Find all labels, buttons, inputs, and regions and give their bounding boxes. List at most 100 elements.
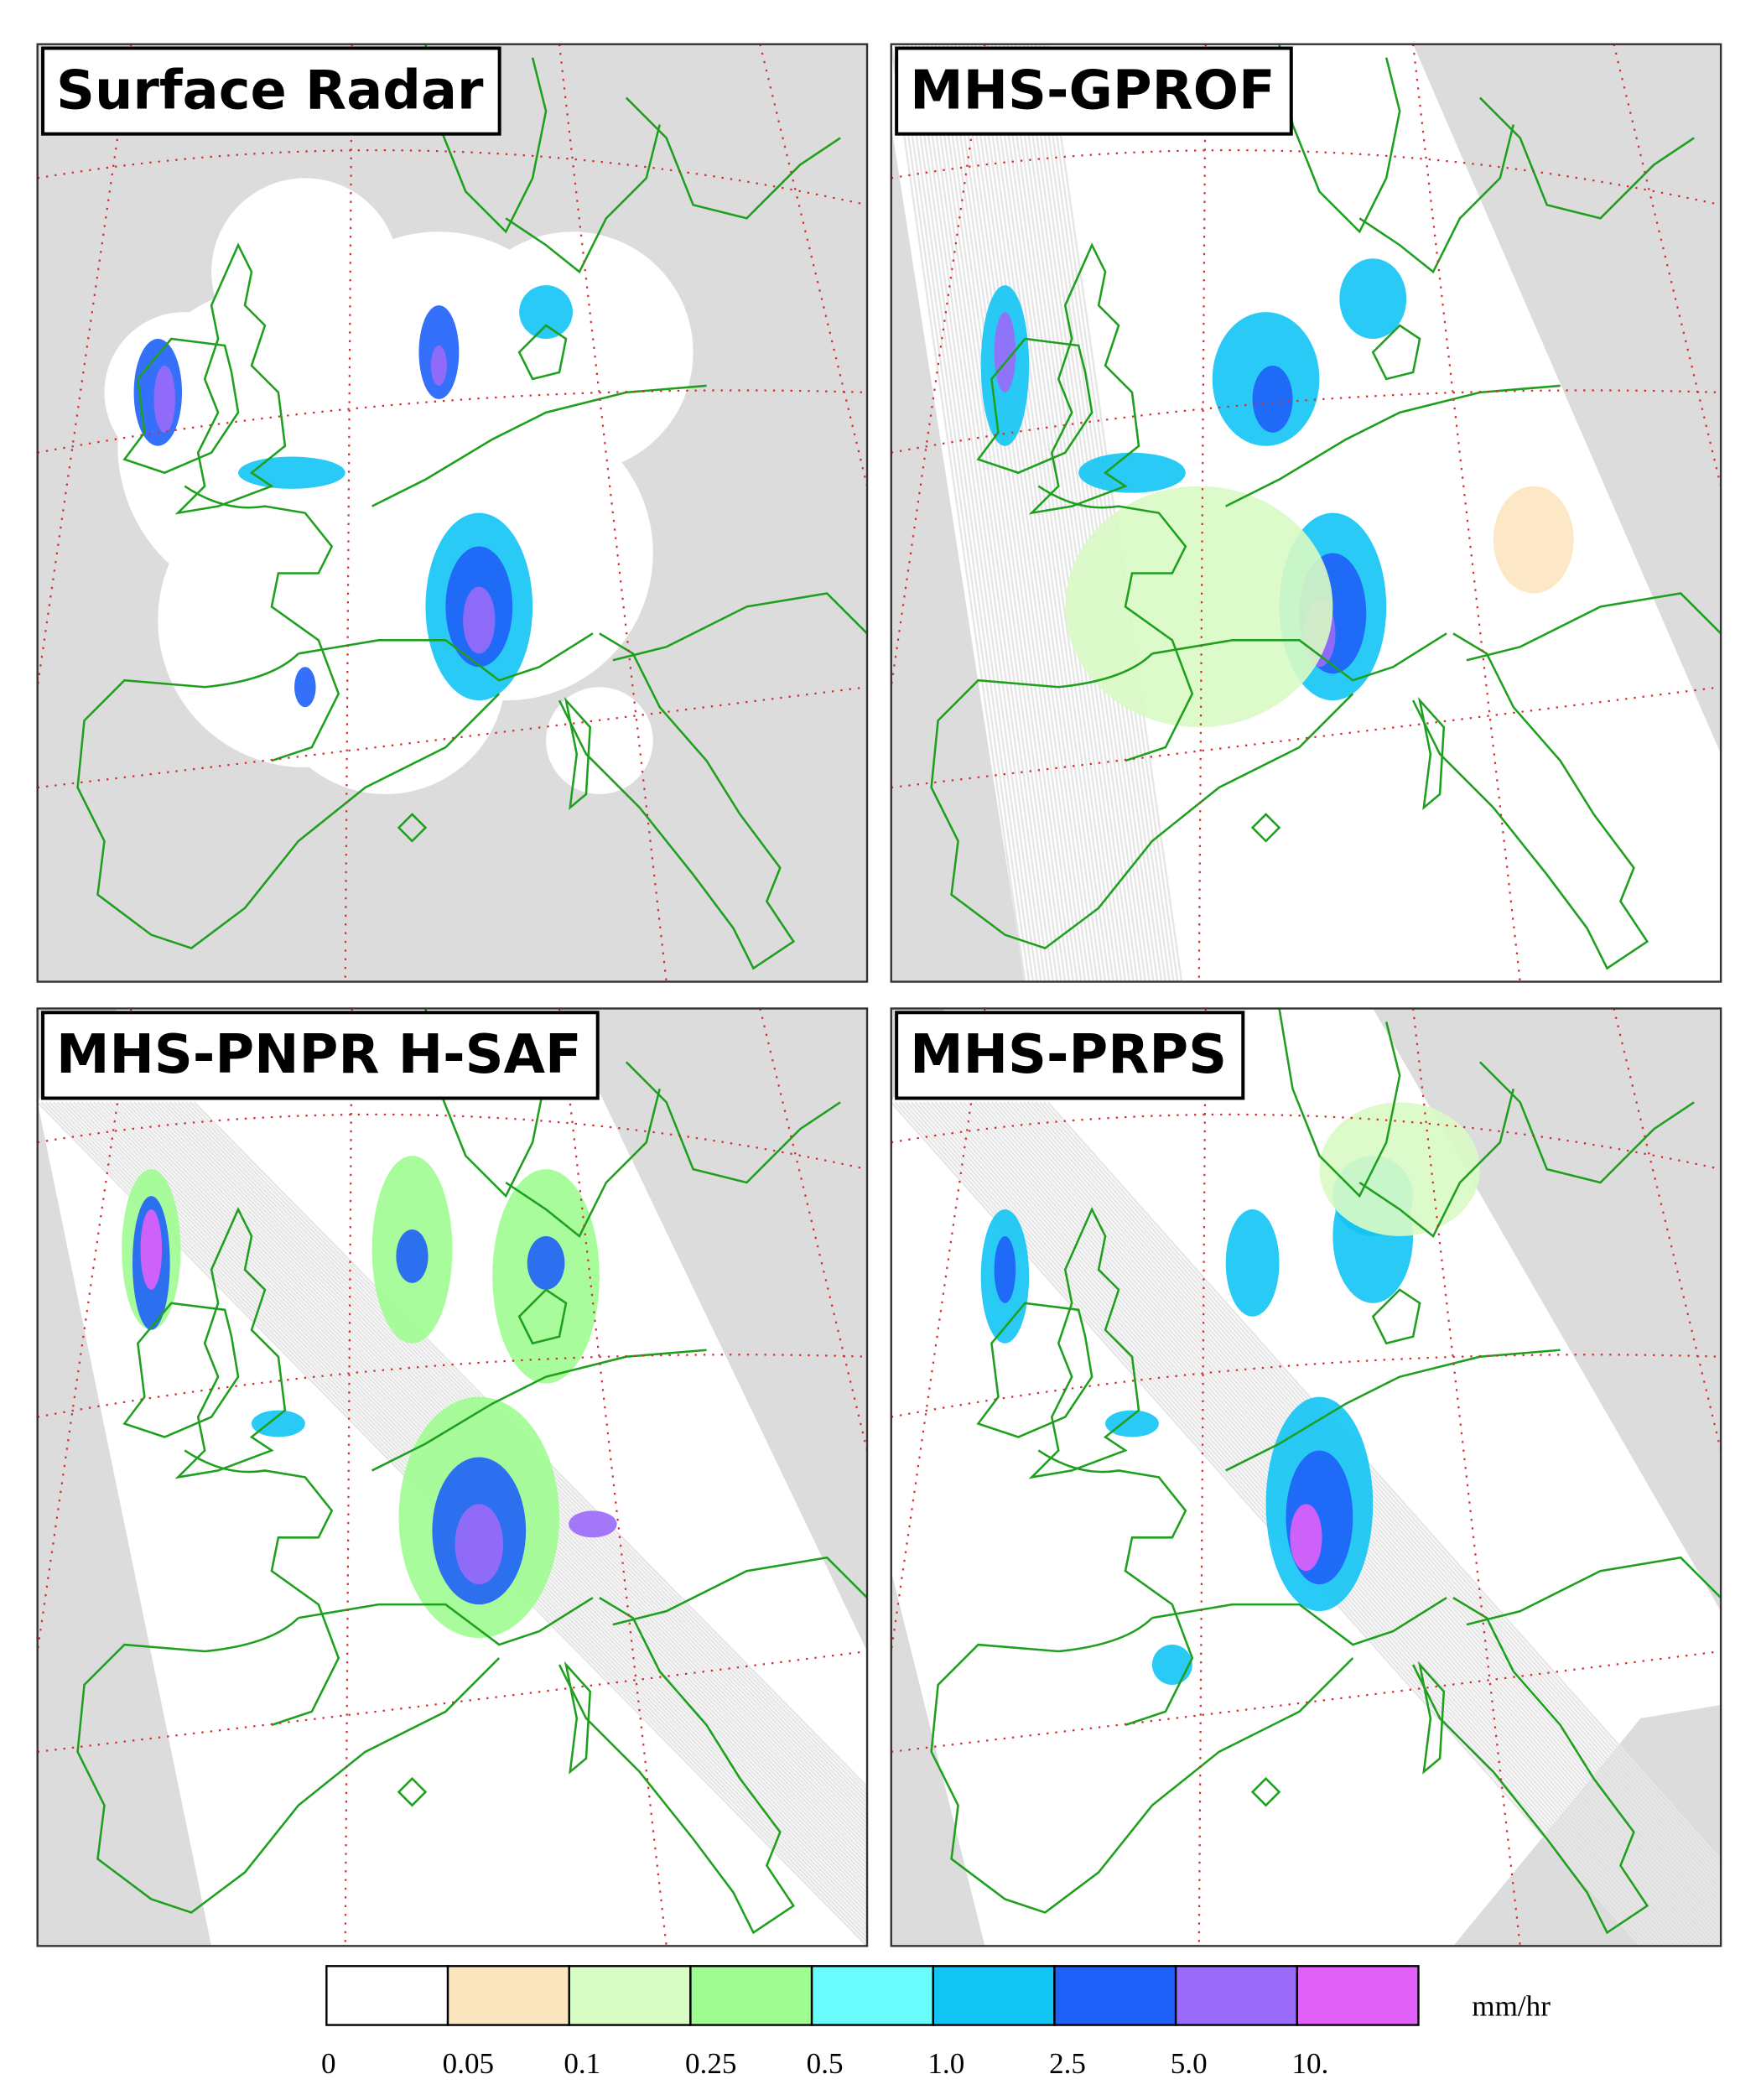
colorbar-tick-label: 2.5 bbox=[1049, 2047, 1086, 2080]
scan-line bbox=[1022, 1101, 1722, 1889]
scan-line bbox=[1038, 44, 1175, 982]
scan-line bbox=[999, 1101, 1722, 1916]
scan-line bbox=[891, 44, 1026, 982]
scan-line bbox=[998, 44, 1135, 982]
panel-border bbox=[36, 43, 869, 983]
scan-line bbox=[148, 1101, 868, 1833]
scan-line bbox=[950, 44, 1087, 982]
scan-line bbox=[1035, 1101, 1722, 1875]
scan-line bbox=[1034, 44, 1171, 982]
rain-area bbox=[430, 346, 447, 386]
colorbar-cell bbox=[325, 1965, 449, 2026]
rain-area bbox=[1105, 1410, 1159, 1437]
colorbar-tick-label: 0.5 bbox=[807, 2047, 844, 2080]
rain-area bbox=[994, 1235, 1016, 1303]
map-panel: MHS-PNPR H-SAF bbox=[36, 1007, 869, 1947]
colorbar-cell bbox=[1174, 1965, 1299, 2026]
rain-area bbox=[140, 1209, 163, 1290]
scan-line bbox=[145, 1101, 868, 1838]
scan-line bbox=[1047, 44, 1183, 982]
colorbar-cell bbox=[810, 1965, 934, 2026]
scan-line bbox=[954, 44, 1091, 982]
scan-line bbox=[926, 44, 1062, 982]
panel-title: MHS-PRPS bbox=[910, 1024, 1227, 1086]
map-panel: MHS-PRPS bbox=[890, 1007, 1722, 1947]
map-body bbox=[891, 1008, 1722, 1947]
scan-line bbox=[1022, 44, 1159, 982]
rain-area bbox=[519, 285, 573, 340]
scan-line bbox=[1006, 1101, 1722, 1907]
rain-area bbox=[1151, 1645, 1192, 1685]
scan-line bbox=[898, 44, 1035, 982]
map-body bbox=[37, 1008, 868, 1947]
colorbar-cell bbox=[689, 1965, 813, 2026]
rain-area bbox=[1252, 365, 1293, 433]
colorbar-tick-label: 0.1 bbox=[564, 2047, 600, 2080]
scan-line bbox=[901, 44, 1038, 982]
scan-line bbox=[990, 44, 1127, 982]
scan-line bbox=[922, 44, 1058, 982]
scan-line bbox=[958, 44, 1094, 982]
panel-border bbox=[36, 1007, 869, 1947]
scan-line bbox=[995, 44, 1130, 982]
panel-border bbox=[890, 1007, 1722, 1947]
rain-area bbox=[527, 1235, 565, 1290]
rain-area bbox=[1225, 1209, 1280, 1317]
scan-line bbox=[946, 44, 1083, 982]
rain-area bbox=[1290, 1504, 1322, 1572]
rain-area bbox=[252, 1410, 305, 1437]
rain-area bbox=[294, 667, 316, 708]
panel-border bbox=[890, 43, 1722, 983]
rain-area bbox=[1078, 452, 1186, 493]
rain-area bbox=[463, 586, 496, 654]
title-box bbox=[895, 46, 1293, 136]
scan-line bbox=[918, 44, 1055, 982]
colorbar-tick-label: 0.25 bbox=[685, 2047, 736, 2080]
scan-line bbox=[982, 44, 1119, 982]
scan-line bbox=[1002, 44, 1139, 982]
scan-line bbox=[930, 44, 1067, 982]
scan-line bbox=[1015, 1101, 1722, 1898]
scan-line bbox=[1010, 1101, 1722, 1903]
colorbar-tick-label: 1.0 bbox=[927, 2047, 964, 2080]
swath bbox=[891, 44, 1722, 982]
rain-area bbox=[396, 1229, 429, 1283]
rain-area bbox=[1339, 258, 1407, 340]
panel-title: MHS-GPROF bbox=[910, 60, 1275, 122]
scan-line bbox=[1006, 44, 1143, 982]
map-panel: Surface Radar bbox=[36, 43, 869, 983]
panel-title: MHS-PNPR H-SAF bbox=[56, 1024, 582, 1086]
colorbar-tick-label: 0.05 bbox=[443, 2047, 494, 2080]
rain-area bbox=[1319, 1102, 1480, 1236]
title-box bbox=[41, 46, 501, 136]
colorbar-cell bbox=[932, 1965, 1056, 2026]
colorbar-cell bbox=[1296, 1965, 1420, 2026]
scan-line bbox=[1010, 44, 1147, 982]
scan-line bbox=[1038, 1101, 1722, 1871]
colorbar-cell bbox=[568, 1965, 692, 2026]
colorbar-cell bbox=[446, 1965, 570, 2026]
scan-line bbox=[1031, 1101, 1722, 1880]
radar-coverage bbox=[546, 687, 653, 794]
rain-area bbox=[994, 312, 1016, 392]
scan-line bbox=[1018, 44, 1155, 982]
rain-area bbox=[238, 456, 345, 489]
scan-line bbox=[910, 44, 1047, 982]
colorbar-unit: mm/hr bbox=[1472, 1989, 1551, 2022]
scan-line bbox=[1014, 44, 1151, 982]
scan-line bbox=[1042, 44, 1179, 982]
colorbar-tick-label: 10. bbox=[1291, 2047, 1328, 2080]
scan-line bbox=[1031, 44, 1167, 982]
scan-line bbox=[970, 44, 1107, 982]
panel-title: Surface Radar bbox=[56, 60, 484, 122]
rain-area bbox=[569, 1510, 617, 1538]
scan-line bbox=[914, 44, 1051, 982]
scan-line bbox=[1026, 44, 1163, 982]
colorbar-cell bbox=[1053, 1965, 1177, 2026]
map-panel: MHS-GPROF bbox=[890, 43, 1722, 983]
rain-area bbox=[1493, 486, 1574, 594]
colorbar-tick-label: 0 bbox=[321, 2047, 336, 2080]
scan-line bbox=[974, 44, 1111, 982]
map-body bbox=[891, 44, 1722, 982]
